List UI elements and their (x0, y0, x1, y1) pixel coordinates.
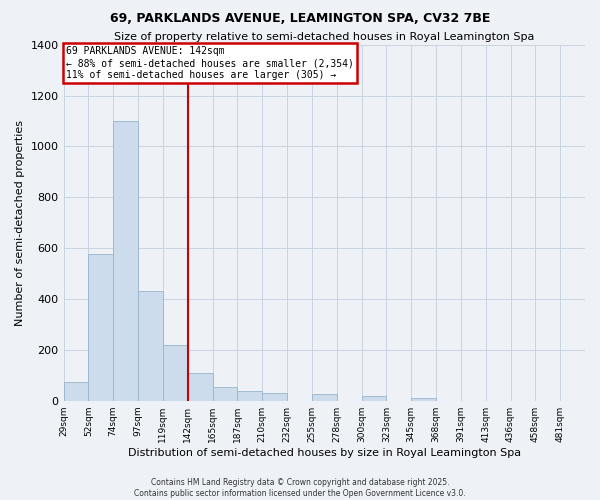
Bar (362, 396, 386, 400)
Title: Size of property relative to semi-detached houses in Royal Leamington Spa: Size of property relative to semi-detach… (114, 32, 535, 42)
Bar (163, 345, 188, 401)
Bar (88, 254, 113, 400)
Bar (238, 390, 262, 400)
Bar (113, 121, 138, 400)
Bar (262, 393, 287, 400)
Text: Contains HM Land Registry data © Crown copyright and database right 2025.
Contai: Contains HM Land Registry data © Crown c… (134, 478, 466, 498)
Y-axis label: Number of semi-detached properties: Number of semi-detached properties (15, 120, 25, 326)
X-axis label: Distribution of semi-detached houses by size in Royal Leamington Spa: Distribution of semi-detached houses by … (128, 448, 521, 458)
Bar (312, 394, 337, 400)
Bar (138, 292, 163, 401)
Bar (188, 372, 212, 400)
Bar (64, 382, 88, 400)
Bar (212, 386, 238, 400)
Bar (411, 398, 436, 400)
Text: 69, PARKLANDS AVENUE, LEAMINGTON SPA, CV32 7BE: 69, PARKLANDS AVENUE, LEAMINGTON SPA, CV… (110, 12, 490, 26)
Text: 69 PARKLANDS AVENUE: 142sqm
← 88% of semi-detached houses are smaller (2,354)
11: 69 PARKLANDS AVENUE: 142sqm ← 88% of sem… (66, 46, 354, 80)
